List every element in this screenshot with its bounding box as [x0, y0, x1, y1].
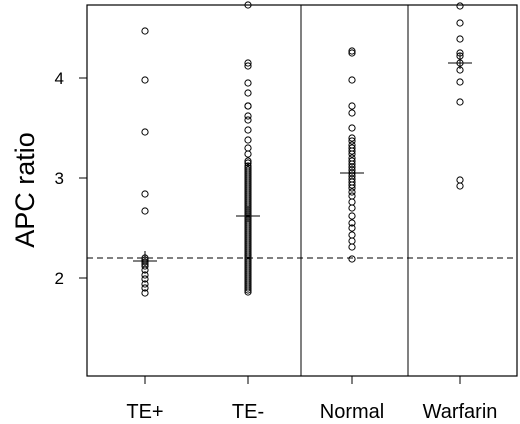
data-point — [456, 182, 464, 190]
data-point — [244, 112, 252, 120]
data-point — [456, 78, 464, 86]
data-point — [244, 144, 252, 152]
data-point — [141, 27, 149, 35]
data-point — [141, 275, 149, 283]
data-point — [244, 126, 252, 134]
data-point — [348, 124, 356, 132]
data-point — [348, 219, 356, 227]
data-point — [348, 137, 356, 145]
data-point — [141, 128, 149, 136]
x-tick-label: TE- — [232, 401, 264, 423]
data-point — [348, 102, 356, 110]
data-point — [348, 76, 356, 84]
data-point — [348, 243, 356, 251]
data-point — [456, 2, 464, 10]
data-point — [244, 116, 252, 124]
data-point — [141, 284, 149, 292]
y-axis: 2345 — [55, 69, 87, 288]
data-point — [244, 159, 252, 167]
data-point — [244, 150, 252, 158]
data-point — [456, 35, 464, 43]
data-point — [348, 198, 356, 206]
data-point — [141, 190, 149, 198]
data-point — [244, 62, 252, 70]
data-point — [244, 288, 252, 296]
y-tick-label: 2 — [55, 269, 64, 288]
panel-separators — [300, 5, 409, 376]
y-axis-title: APC ratio — [10, 132, 40, 248]
data-point — [244, 1, 252, 9]
data-point — [348, 49, 356, 57]
data-point — [456, 98, 464, 106]
data-point — [348, 231, 356, 239]
data-point — [348, 224, 356, 232]
data-point — [348, 109, 356, 117]
x-tick-label: Warfarin — [423, 401, 498, 423]
y-tick-label: 4 — [55, 69, 64, 88]
data-points — [141, 1, 464, 297]
y-tick-label: 3 — [55, 169, 64, 188]
data-point — [244, 136, 252, 144]
data-point — [244, 89, 252, 97]
data-point — [348, 212, 356, 220]
median-markers — [133, 53, 472, 267]
data-point — [348, 237, 356, 245]
data-point — [348, 255, 356, 263]
x-axis: TE+ TE- Normal Warfarin — [126, 376, 497, 423]
data-point — [348, 147, 356, 155]
plot-frame — [86, 4, 518, 377]
data-point — [348, 204, 356, 212]
data-point — [348, 192, 356, 200]
data-point — [244, 79, 252, 87]
data-point — [348, 181, 356, 189]
data-point — [244, 284, 252, 292]
data-point — [244, 59, 252, 67]
data-point — [348, 134, 356, 142]
data-point — [348, 47, 356, 55]
x-tick-label: Normal — [320, 401, 384, 423]
data-point — [141, 271, 149, 279]
x-tick-label: TE+ — [126, 401, 163, 423]
data-point — [456, 19, 464, 27]
data-point — [244, 157, 252, 165]
data-point — [244, 102, 252, 110]
data-point — [141, 280, 149, 288]
data-point — [141, 76, 149, 84]
data-point — [141, 289, 149, 297]
data-point — [348, 184, 356, 192]
data-point — [141, 207, 149, 215]
data-point — [456, 176, 464, 184]
data-point — [348, 150, 356, 158]
data-point — [348, 188, 356, 196]
data-point — [244, 286, 252, 294]
